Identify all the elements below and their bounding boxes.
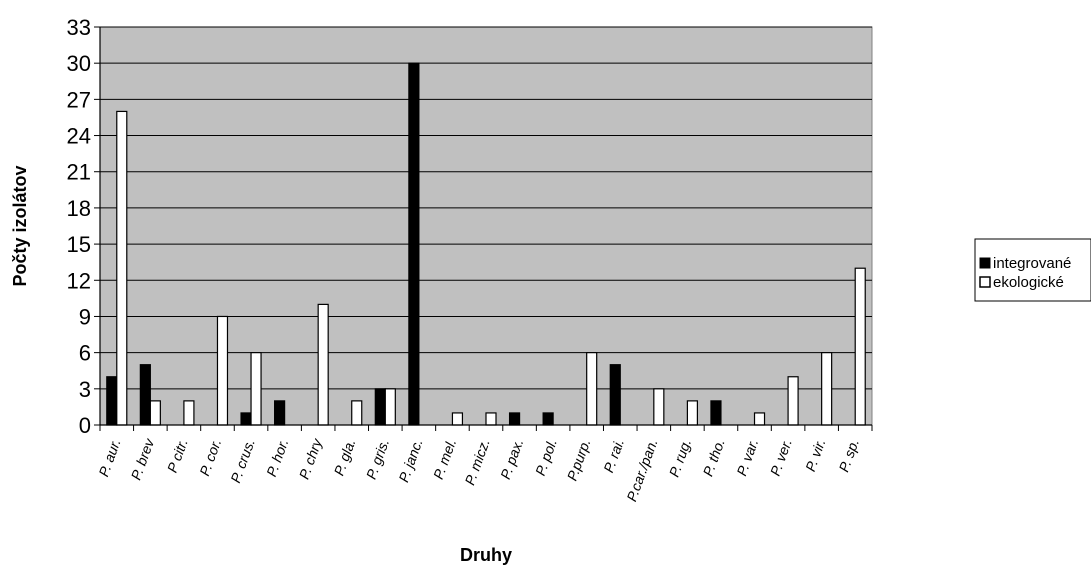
bar-ekologicke bbox=[317, 303, 329, 426]
bar-ekologicke bbox=[753, 412, 766, 426]
legend-label-integrovane: integrované bbox=[993, 255, 1071, 272]
x-tick-label: P. pol. bbox=[532, 437, 560, 478]
x-tick-label: P. mel. bbox=[430, 437, 459, 482]
axes bbox=[94, 26, 873, 431]
bar-integrovane bbox=[106, 376, 118, 426]
y-tick-label: 24 bbox=[67, 124, 91, 149]
x-tick-label: P. gris. bbox=[363, 437, 392, 482]
bar-integrovane bbox=[139, 364, 151, 426]
bar-ekologicke bbox=[653, 388, 665, 426]
x-axis-title: Druhy bbox=[460, 545, 512, 565]
bar-integrovane bbox=[274, 400, 286, 426]
y-tick-label: 15 bbox=[67, 232, 91, 257]
x-tick-label: P.purp. bbox=[564, 437, 594, 483]
bar-ekologicke bbox=[149, 400, 161, 426]
bar-ekologicke bbox=[183, 400, 195, 426]
bar-integrovane bbox=[710, 400, 722, 426]
y-tick-label: 3 bbox=[79, 377, 91, 402]
legend-label-ekologicke: ekologické bbox=[993, 274, 1064, 291]
x-tick-label: P. chry bbox=[296, 436, 326, 482]
x-tick-label: P. hor. bbox=[263, 437, 291, 479]
y-tick-label: 21 bbox=[67, 160, 91, 185]
y-tick-label: 18 bbox=[67, 196, 91, 221]
x-tick-labels: P. aur. P. brev P citr. P. cor. P. crus. P. h… bbox=[95, 436, 862, 504]
bar-integrovane bbox=[542, 412, 554, 426]
x-tick-label: P. gla. bbox=[331, 437, 359, 478]
bar-ekologicke bbox=[250, 352, 262, 426]
bar-ekologicke bbox=[116, 110, 128, 426]
legend-box bbox=[974, 238, 1091, 302]
x-tick-label: P. rug. bbox=[666, 437, 695, 480]
x-tick-label: P citr. bbox=[164, 437, 191, 475]
x-tick-label: P. janc. bbox=[395, 437, 425, 485]
y-tick-label: 6 bbox=[79, 341, 91, 366]
x-tick-label: P. aur. bbox=[95, 437, 123, 479]
bar-ekologicke bbox=[821, 352, 833, 426]
x-tick-label: P.car./pan. bbox=[623, 437, 660, 504]
x-tick-label: P. var. bbox=[733, 437, 761, 478]
legend-swatch-integrovane bbox=[979, 257, 991, 269]
bar-ekologicke bbox=[854, 267, 866, 426]
plot-area bbox=[99, 26, 873, 426]
y-tick-label: 33 bbox=[67, 15, 91, 40]
x-tick-label: P. rai. bbox=[600, 437, 627, 475]
x-tick-label: P. cor. bbox=[196, 437, 224, 478]
y-axis-title: Počty izolátov bbox=[10, 165, 30, 286]
bar-ekologicke bbox=[787, 376, 799, 426]
legend: integrované ekologické bbox=[974, 238, 1091, 302]
legend-swatch-ekologicke bbox=[979, 276, 991, 288]
bar-integrovane bbox=[408, 62, 420, 426]
x-tick-label: P. brev bbox=[128, 436, 158, 482]
bar-ekologicke bbox=[686, 400, 698, 426]
bar-ekologicke bbox=[351, 400, 363, 426]
x-tick-label: P. tho. bbox=[700, 437, 728, 479]
x-tick-label: P. sp. bbox=[835, 437, 862, 474]
bar-ekologicke bbox=[451, 412, 464, 426]
x-tick-label: P. vir. bbox=[802, 437, 828, 474]
y-tick-label: 30 bbox=[67, 51, 91, 76]
bar-ekologicke bbox=[216, 315, 229, 426]
x-tick-label: P. micz. bbox=[461, 437, 492, 488]
x-tick-label: P. ver. bbox=[767, 437, 795, 478]
x-tick-label: P. crus. bbox=[227, 437, 258, 485]
bar-integrovane bbox=[609, 364, 621, 426]
y-tick-label: 12 bbox=[67, 268, 91, 293]
bar-ekologicke bbox=[586, 352, 598, 426]
x-tick-label: P. pax. bbox=[497, 437, 526, 482]
gridlines bbox=[100, 26, 872, 390]
bar-ekologicke bbox=[384, 388, 396, 426]
bar-integrovane bbox=[508, 412, 521, 426]
bar-integrovane bbox=[374, 388, 386, 426]
bar-integrovane bbox=[240, 412, 252, 426]
y-tick-label: 27 bbox=[67, 87, 91, 112]
y-tick-labels: 0 3 6 9 12 15 18 21 24 27 30 33 bbox=[67, 15, 91, 438]
y-tick-label: 9 bbox=[79, 304, 91, 329]
y-tick-label: 0 bbox=[79, 413, 91, 438]
bar-ekologicke bbox=[485, 412, 497, 426]
